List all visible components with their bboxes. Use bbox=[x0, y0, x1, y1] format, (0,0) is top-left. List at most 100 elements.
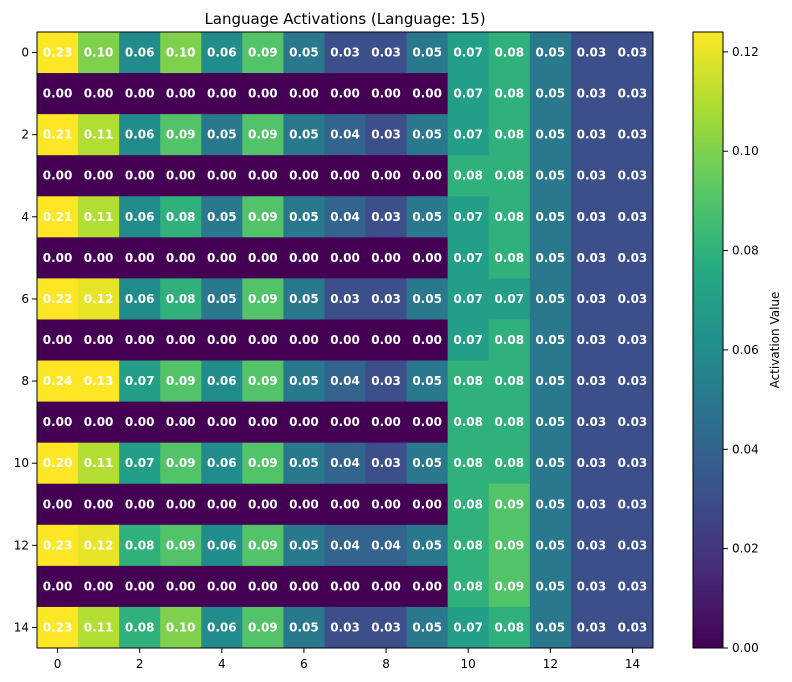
heatmap-cell bbox=[283, 319, 325, 362]
heatmap-cell bbox=[242, 196, 284, 238]
cell-value-label: 0.05 bbox=[412, 456, 442, 470]
heatmap-cell bbox=[529, 606, 572, 649]
heatmap-cell bbox=[37, 278, 79, 320]
cell-value-label: 0.08 bbox=[453, 456, 483, 470]
heatmap-cell bbox=[119, 524, 161, 567]
heatmap-cell bbox=[78, 155, 120, 197]
heatmap-cell bbox=[570, 32, 613, 74]
heatmap-cell bbox=[611, 442, 654, 485]
heatmap-cell bbox=[201, 442, 243, 485]
cell-value-label: 0.09 bbox=[494, 579, 524, 593]
heatmap-cell bbox=[529, 237, 572, 279]
cell-value-label: 0.00 bbox=[43, 87, 73, 101]
cell-value-label: 0.08 bbox=[494, 456, 524, 470]
cell-value-label: 0.00 bbox=[412, 415, 442, 429]
heatmap-cell bbox=[447, 442, 490, 485]
cell-value-label: 0.03 bbox=[577, 292, 607, 306]
heatmap-cell bbox=[488, 606, 531, 649]
cell-value-label: 0.05 bbox=[412, 538, 442, 552]
heatmap-cell bbox=[242, 114, 284, 156]
heatmap-cell bbox=[488, 483, 531, 526]
heatmap-cell bbox=[283, 442, 325, 485]
heatmap-cell bbox=[611, 606, 654, 649]
cell-value-label: 0.03 bbox=[330, 46, 360, 60]
cell-value-label: 0.04 bbox=[371, 538, 401, 552]
heatmap-cell bbox=[570, 196, 613, 238]
cell-value-label: 0.00 bbox=[43, 579, 73, 593]
cell-value-label: 0.05 bbox=[536, 292, 566, 306]
cell-value-label: 0.04 bbox=[330, 374, 360, 388]
heatmap-cell bbox=[406, 442, 449, 485]
cell-value-label: 0.03 bbox=[577, 374, 607, 388]
cell-value-label: 0.03 bbox=[618, 87, 648, 101]
cell-value-label: 0.07 bbox=[453, 251, 483, 265]
heatmap-cell bbox=[529, 278, 572, 320]
heatmap-cell bbox=[160, 196, 202, 238]
cell-value-label: 0.07 bbox=[453, 333, 483, 347]
heatmap-cell bbox=[160, 155, 202, 197]
cell-value-label: 0.03 bbox=[577, 497, 607, 511]
cell-value-label: 0.06 bbox=[125, 210, 155, 224]
cell-value-label: 0.08 bbox=[453, 579, 483, 593]
cell-value-label: 0.05 bbox=[536, 456, 566, 470]
y-tick-label: 8 bbox=[21, 374, 29, 388]
cell-value-label: 0.05 bbox=[536, 210, 566, 224]
heatmap-cell bbox=[242, 278, 284, 320]
cell-value-label: 0.05 bbox=[289, 538, 319, 552]
heatmap-cell bbox=[529, 483, 572, 526]
heatmap-cell bbox=[365, 401, 408, 444]
cell-value-label: 0.03 bbox=[577, 46, 607, 60]
cell-value-label: 0.08 bbox=[453, 538, 483, 552]
cell-value-label: 0.24 bbox=[43, 374, 73, 388]
cell-value-label: 0.08 bbox=[494, 87, 524, 101]
cell-value-label: 0.03 bbox=[618, 169, 648, 183]
cell-value-label: 0.05 bbox=[412, 128, 442, 142]
cell-value-label: 0.06 bbox=[125, 46, 155, 60]
cell-value-label: 0.00 bbox=[125, 251, 155, 265]
cell-value-label: 0.00 bbox=[412, 579, 442, 593]
cell-value-label: 0.03 bbox=[371, 620, 401, 634]
heatmap-cell bbox=[37, 483, 79, 526]
heatmap-cell bbox=[570, 442, 613, 485]
heatmap-cell bbox=[488, 114, 531, 156]
heatmap-cell bbox=[119, 319, 161, 362]
heatmap-cell bbox=[78, 73, 120, 115]
cell-value-label: 0.03 bbox=[618, 128, 648, 142]
cell-value-label: 0.00 bbox=[125, 579, 155, 593]
heatmap-cell bbox=[324, 114, 367, 156]
cell-value-label: 0.00 bbox=[289, 333, 319, 347]
heatmap-cell bbox=[242, 319, 284, 362]
cell-value-label: 0.08 bbox=[453, 415, 483, 429]
heatmap-cell bbox=[201, 565, 243, 608]
heatmap-cell bbox=[570, 565, 613, 608]
heatmap-cell bbox=[447, 606, 490, 649]
heatmap-cell-labels: 0.23 0.10 0.06 0.10 0.06 0.09 0.05 0.03 0.03 0.05… bbox=[43, 46, 648, 635]
heatmap-cell bbox=[611, 155, 654, 197]
heatmap-cell bbox=[611, 73, 654, 115]
heatmap-cell bbox=[78, 442, 120, 485]
heatmap-cell bbox=[406, 73, 449, 115]
cell-value-label: 0.00 bbox=[371, 169, 401, 183]
cell-value-label: 0.00 bbox=[248, 251, 278, 265]
heatmap-cell bbox=[119, 155, 161, 197]
heatmap-cell bbox=[406, 319, 449, 362]
cell-value-label: 0.00 bbox=[125, 333, 155, 347]
y-axis-ticks: 0 2 4 6 8 10 12 14 bbox=[14, 46, 37, 634]
cell-value-label: 0.05 bbox=[536, 333, 566, 347]
heatmap-cell bbox=[242, 401, 284, 444]
cell-value-label: 0.09 bbox=[248, 538, 278, 552]
heatmap-cell bbox=[324, 360, 367, 403]
cell-value-label: 0.05 bbox=[536, 415, 566, 429]
heatmap-cell bbox=[119, 483, 161, 526]
cell-value-label: 0.12 bbox=[84, 292, 114, 306]
cell-value-label: 0.00 bbox=[289, 415, 319, 429]
cell-value-label: 0.08 bbox=[166, 292, 196, 306]
heatmap-cell bbox=[324, 196, 367, 238]
heatmap-cell bbox=[201, 524, 243, 567]
heatmap-cell bbox=[283, 155, 325, 197]
colorbar-tick-label: 0.10 bbox=[732, 144, 759, 158]
colorbar-tick-label: 0.12 bbox=[732, 45, 759, 59]
heatmap-cell bbox=[242, 32, 284, 74]
cell-value-label: 0.00 bbox=[125, 497, 155, 511]
heatmap-cell bbox=[37, 401, 79, 444]
